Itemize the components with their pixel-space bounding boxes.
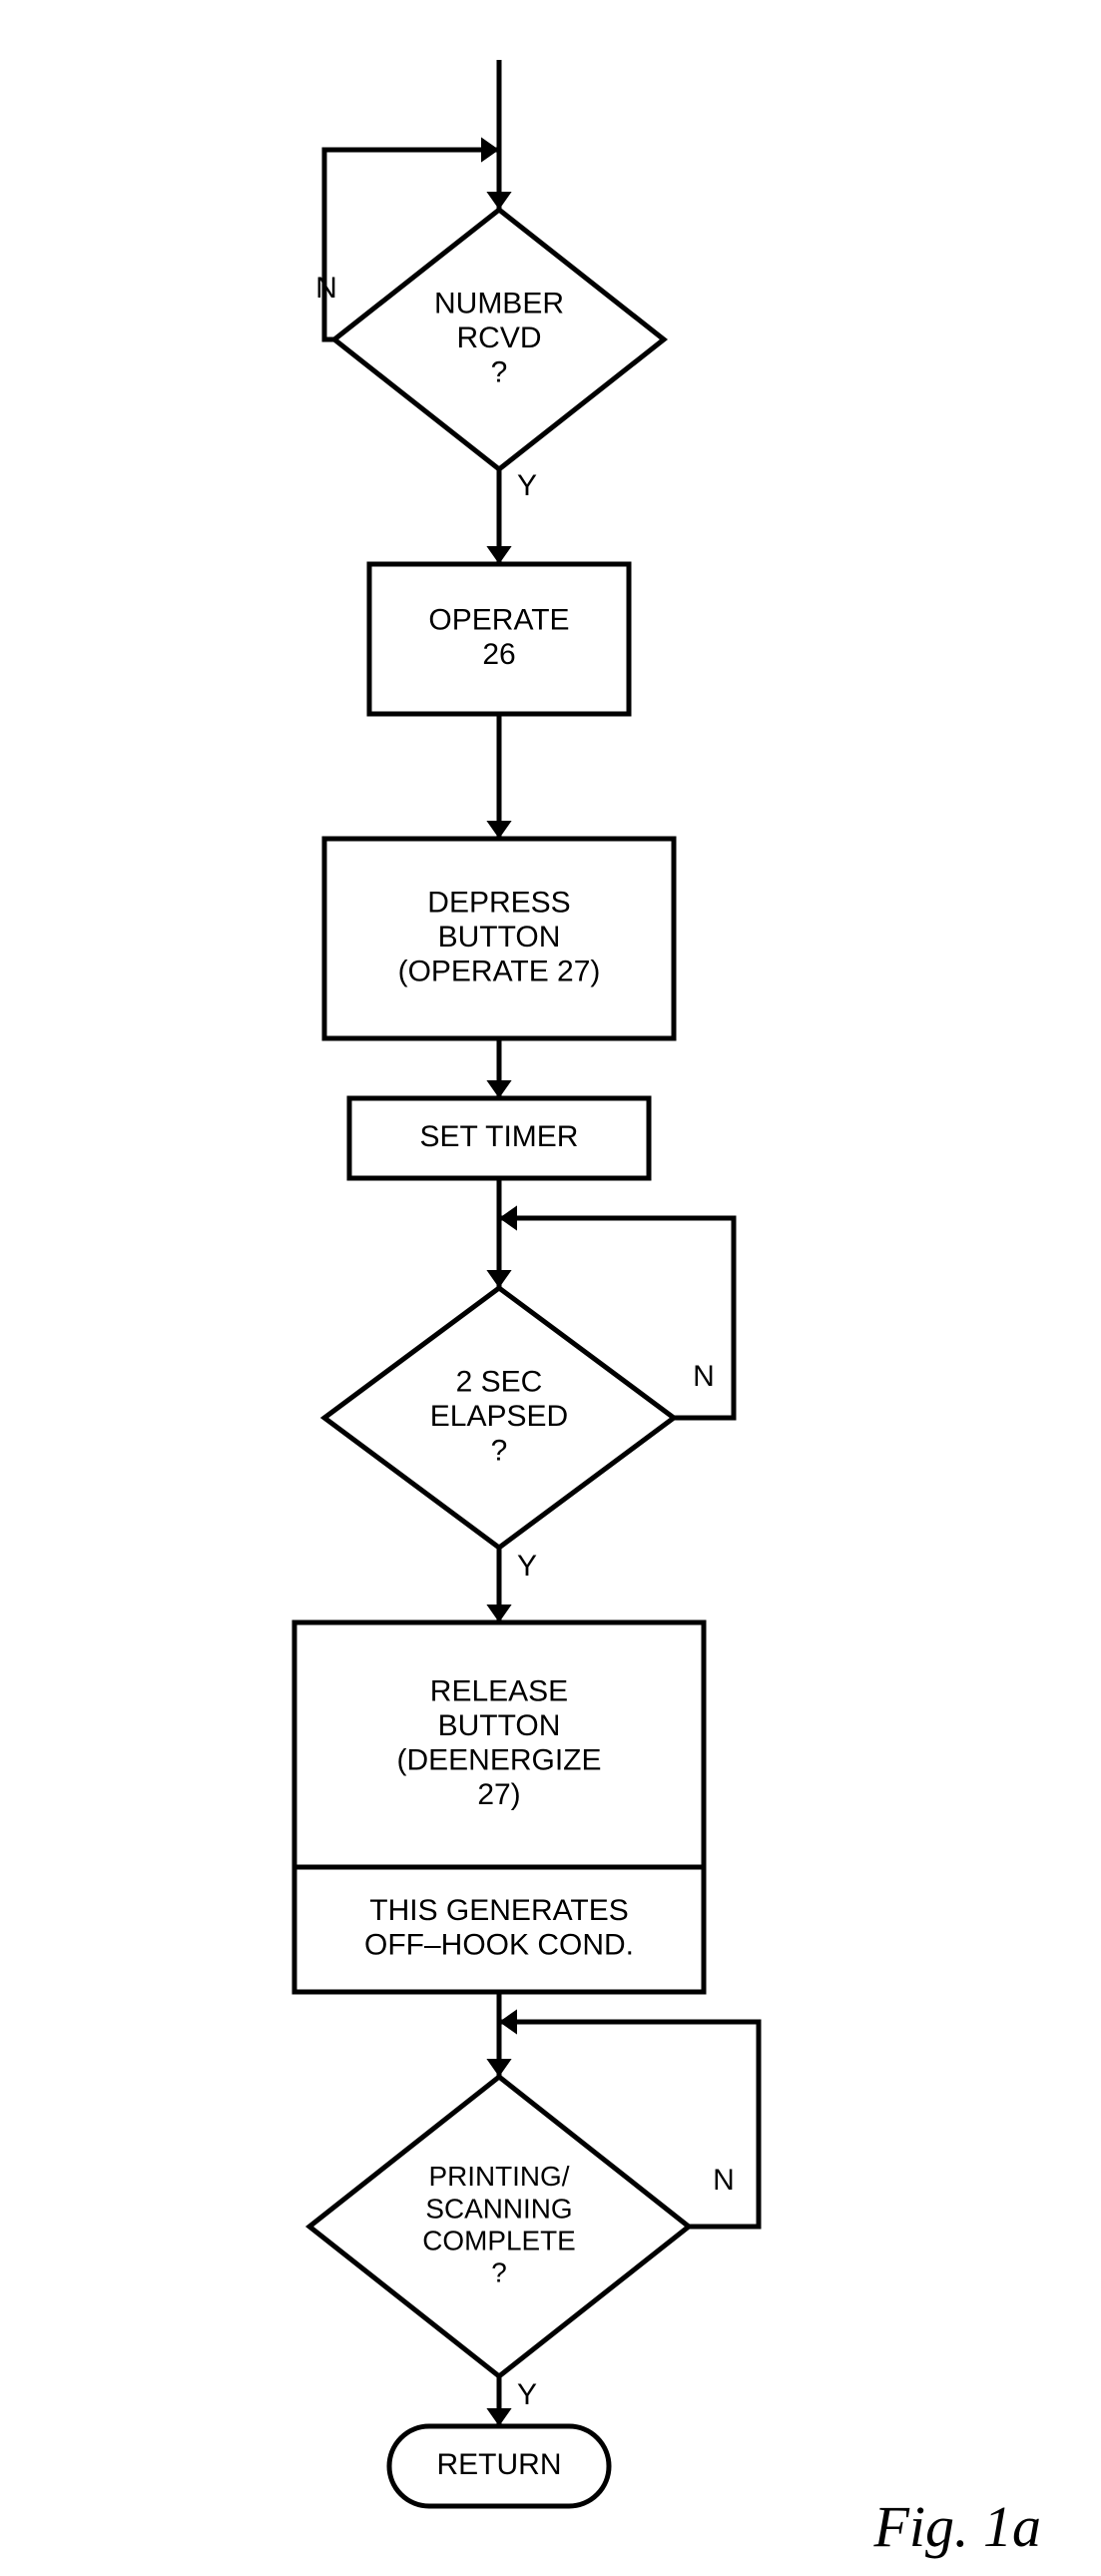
decision-2sec-label: 2 SECELAPSED? (430, 1365, 568, 1467)
decision-number-rcvd-label-line: RCVD (456, 322, 541, 354)
terminator-return-label-line: RETURN (437, 2448, 562, 2481)
decision-number-rcvd-label-line: ? (491, 355, 508, 388)
terminator-return-label: RETURN (437, 2448, 562, 2481)
process-release-button-lower-line: OFF–HOOK COND. (364, 1929, 634, 1962)
d3-no: N (713, 2164, 735, 2197)
decision-print-scan-complete-label-line: SCANNING (425, 2193, 572, 2224)
arrowhead (499, 1205, 517, 1230)
decision-print-scan-complete-label: PRINTING/SCANNINGCOMPLETE? (422, 2161, 575, 2287)
decision-number-rcvd-label-line: NUMBER (434, 287, 564, 320)
arrowhead (481, 137, 499, 162)
process-release-button-upper-line: BUTTON (438, 1709, 561, 1742)
process-depress-button-label-line: BUTTON (438, 921, 561, 954)
d1-yes: Y (517, 469, 537, 502)
process-release-button-lower: THIS GENERATESOFF–HOOK COND. (364, 1894, 634, 1962)
decision-number-rcvd-label: NUMBERRCVD? (434, 287, 564, 388)
decision-2sec-label-line: 2 SEC (456, 1365, 543, 1398)
decision-2sec-label-line: ? (491, 1434, 508, 1467)
process-release-button-lower-line: THIS GENERATES (369, 1894, 628, 1927)
process-operate-26-label-line: 26 (482, 638, 515, 671)
process-set-timer-label: SET TIMER (420, 1120, 579, 1153)
arrowhead (499, 2009, 517, 2034)
process-release-button-upper-line: 27) (477, 1778, 520, 1811)
process-release-button-upper-line: RELEASE (430, 1675, 568, 1708)
figure-label: Fig. 1a (872, 2494, 1041, 2559)
arrowhead (486, 1605, 511, 1622)
arrowhead (486, 2408, 511, 2426)
decision-print-scan-complete-label-line: ? (491, 2257, 507, 2288)
d2-yes: Y (517, 1550, 537, 1583)
decision-print-scan-complete-label-line: COMPLETE (422, 2225, 575, 2255)
decision-2sec-label-line: ELAPSED (430, 1400, 568, 1433)
process-depress-button-label-line: DEPRESS (427, 886, 570, 919)
process-depress-button-label: DEPRESSBUTTON(OPERATE 27) (398, 886, 601, 987)
decision-print-scan-complete-label-line: PRINTING/ (428, 2161, 569, 2192)
process-depress-button-label-line: (OPERATE 27) (398, 955, 601, 987)
process-operate-26-label: OPERATE26 (428, 604, 569, 672)
arrowhead (486, 1080, 511, 1098)
process-operate-26-label-line: OPERATE (428, 604, 569, 637)
d3-yes: Y (517, 2378, 537, 2411)
arrowhead (486, 546, 511, 564)
process-release-button-upper: RELEASEBUTTON(DEENERGIZE27) (396, 1675, 601, 1812)
arrowhead (486, 821, 511, 839)
process-release-button-upper-line: (DEENERGIZE (396, 1744, 601, 1777)
d2-no: N (693, 1360, 715, 1393)
d1-no: N (315, 272, 337, 305)
process-set-timer-label-line: SET TIMER (420, 1120, 579, 1153)
